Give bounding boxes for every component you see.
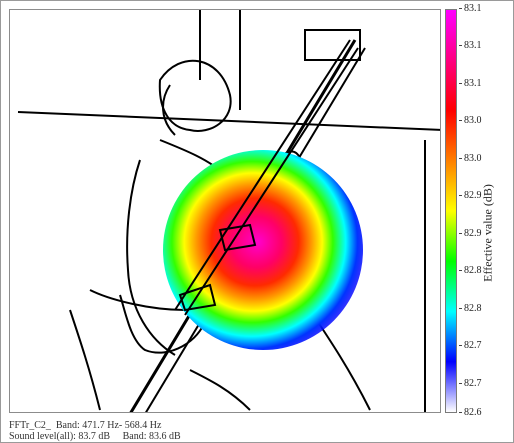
colorbar-tick: 83.1	[459, 4, 482, 14]
instrument-overlay	[174, 39, 359, 316]
colorbar-tick: 83.0	[459, 154, 482, 164]
status-sound-level: Sound level(all): 83.7 dB Band: 83.6 dB	[9, 431, 181, 442]
colorbar-tick: 82.9	[459, 229, 482, 239]
colorbar-tick: 82.8	[459, 304, 482, 314]
sound-map-svg	[17, 10, 440, 412]
colorbar-tick: 82.9	[459, 191, 482, 201]
sound-source-heatspot	[163, 150, 363, 350]
colorbar-tick: 82.7	[459, 379, 482, 389]
colorbar-tick: 82.6	[459, 408, 482, 418]
colorbar-tick: 83.1	[459, 41, 482, 51]
sound-map-image[interactable]	[9, 9, 441, 413]
status-band: FFTr_C2_ Band: 471.7 Hz- 568.4 Hz	[9, 420, 162, 431]
colorbar-scale	[445, 9, 457, 413]
colorbar-tick: 83.1	[459, 79, 482, 89]
colorbar-tick: 83.0	[459, 116, 482, 126]
colorbar-tick: 82.8	[459, 266, 482, 276]
colorbar-label: Effective value (dB)	[480, 184, 495, 282]
colorbar-tick: 82.7	[459, 341, 482, 351]
